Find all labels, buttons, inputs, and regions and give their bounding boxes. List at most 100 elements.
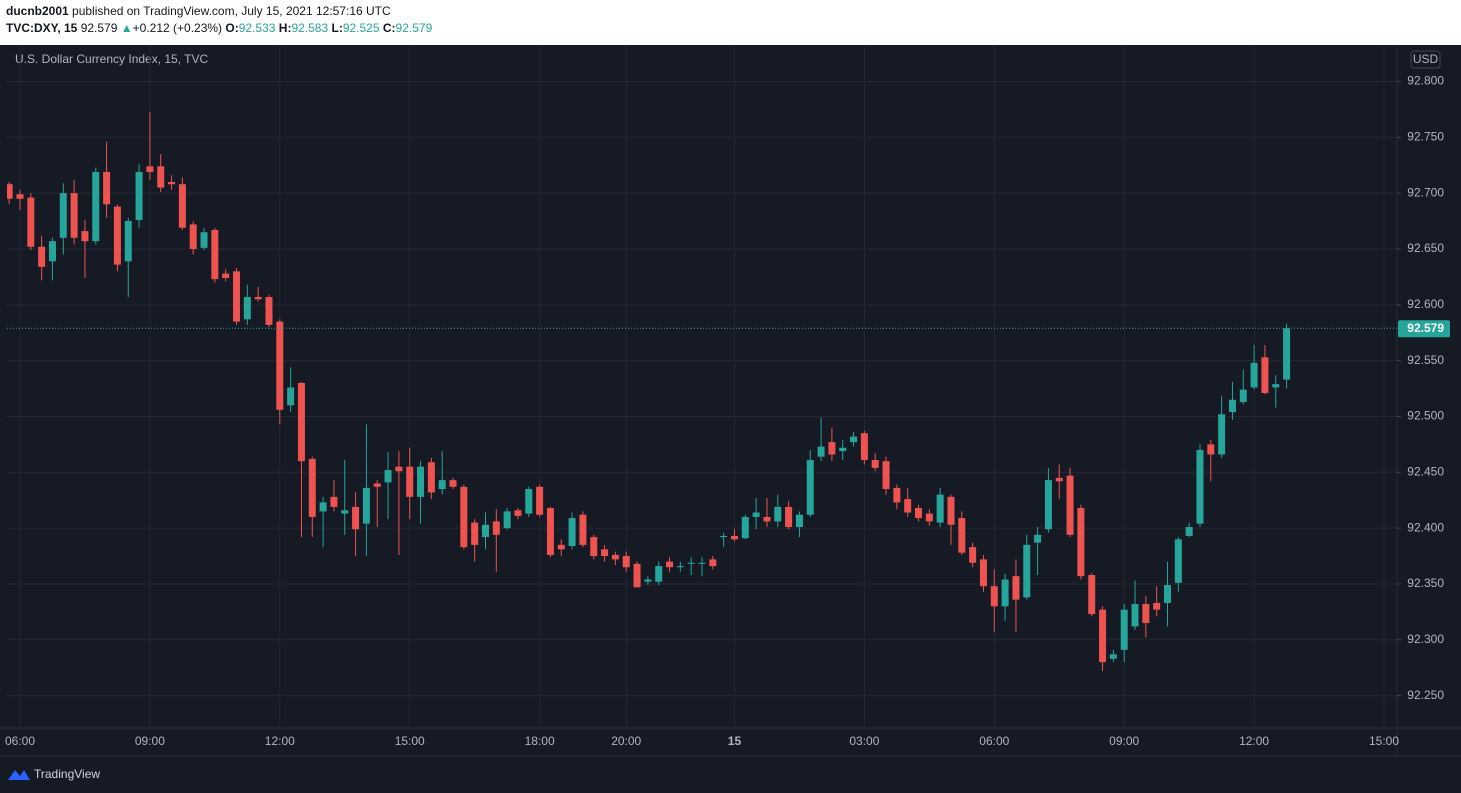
currency-badge (1410, 50, 1441, 69)
candle-body (1218, 414, 1226, 455)
x-tick-label: 06:00 (5, 734, 35, 748)
candle-body (1088, 575, 1096, 615)
y-tick-label: 92.700 (1407, 185, 1444, 199)
candle-body (135, 171, 143, 220)
candle-body (503, 511, 511, 529)
candle-body (904, 499, 912, 513)
y-tick-label: 92.750 (1407, 129, 1444, 143)
candle-body (178, 184, 186, 228)
candle-body (471, 522, 479, 545)
candle-body (882, 461, 890, 490)
candle-body (1001, 579, 1009, 607)
candle-body (925, 513, 933, 522)
candle-body (666, 561, 674, 568)
candle-body (341, 510, 349, 514)
candle-body (795, 514, 803, 528)
candle-body (557, 544, 565, 550)
candle-body (525, 489, 533, 514)
candle-body (48, 241, 56, 262)
candle-body (38, 246, 46, 267)
candle-body (233, 271, 241, 322)
candle-body (81, 231, 89, 242)
candle-body (817, 446, 825, 457)
candle-body (384, 470, 392, 483)
candle-body (806, 460, 814, 515)
candle-body (611, 554, 619, 560)
logo-icon (8, 770, 30, 780)
published: published on TradingView.com, July 15, 2… (69, 4, 391, 18)
y-tick-label: 92.350 (1407, 576, 1444, 590)
change: +0.212 (+0.23%) (133, 21, 222, 35)
candle-body (362, 487, 370, 524)
candle-body (1261, 357, 1269, 394)
candle-body (1239, 389, 1247, 402)
candle-body (698, 562, 706, 564)
candle-body (579, 514, 587, 545)
ohlc-label: H: (279, 21, 292, 35)
candle-body (514, 510, 522, 516)
candle-body (871, 460, 879, 468)
candle-body (633, 563, 641, 588)
candle-body (979, 559, 987, 587)
candle-body (222, 273, 230, 279)
header-bg (0, 0, 1461, 45)
candle-body (687, 562, 695, 564)
candle-body (7, 184, 13, 199)
candle-body (644, 579, 652, 582)
candle-body (568, 518, 576, 546)
candle-body (103, 171, 111, 205)
candle-body (1012, 576, 1020, 600)
candle-body (1272, 384, 1280, 388)
candle-body (860, 433, 868, 461)
chart-title: U.S. Dollar Currency Index, 15, TVC (15, 52, 209, 66)
candle-body (1077, 508, 1085, 577)
candle-body (1023, 544, 1031, 598)
ohlc-value: 92.579 (396, 21, 433, 35)
x-tick-label: 15 (728, 734, 742, 748)
candle-body (157, 166, 165, 188)
x-tick-label: 03:00 (849, 734, 879, 748)
candle-body (893, 487, 901, 503)
candle-body (481, 524, 489, 538)
x-tick-label: 06:00 (979, 734, 1009, 748)
candle-body (1250, 362, 1258, 388)
candle-body (406, 466, 414, 497)
candle-body (124, 221, 132, 262)
price: 92.579 (81, 21, 118, 35)
currency: USD (1413, 52, 1439, 66)
grid (7, 45, 1397, 728)
candle-body (427, 462, 435, 493)
candle-body (990, 586, 998, 607)
candle-body (449, 480, 457, 487)
candle-body (330, 496, 338, 507)
chart-bg (0, 45, 1461, 793)
y-tick-label: 92.300 (1407, 632, 1444, 646)
candle-body (763, 516, 771, 522)
ohlc-value: 92.525 (343, 21, 380, 35)
ohlc-label: C: (383, 21, 396, 35)
candle-body (590, 537, 598, 557)
candle-body (1196, 449, 1204, 524)
candle-body (168, 181, 176, 185)
x-tick-label: 09:00 (135, 734, 165, 748)
candle-body (1228, 399, 1236, 413)
candle-body (1142, 604, 1150, 624)
candle-body (1207, 444, 1215, 455)
candle-body (839, 447, 847, 452)
ohlc-label: L: (332, 21, 343, 35)
candle-body (189, 224, 197, 249)
candle-body (785, 506, 793, 528)
candle-body (1163, 585, 1171, 603)
candle-body (1055, 477, 1063, 482)
candle-body (958, 518, 966, 553)
change-arrow: ▲ (121, 21, 133, 35)
candle-body (969, 547, 977, 563)
x-tick-label: 09:00 (1109, 734, 1139, 748)
candle-body (752, 512, 760, 517)
y-tick-label: 92.650 (1407, 241, 1444, 255)
candle-body (741, 516, 749, 539)
candle-body (622, 556, 630, 568)
candle-body (1034, 534, 1042, 543)
x-tick-label: 15:00 (1369, 734, 1399, 748)
